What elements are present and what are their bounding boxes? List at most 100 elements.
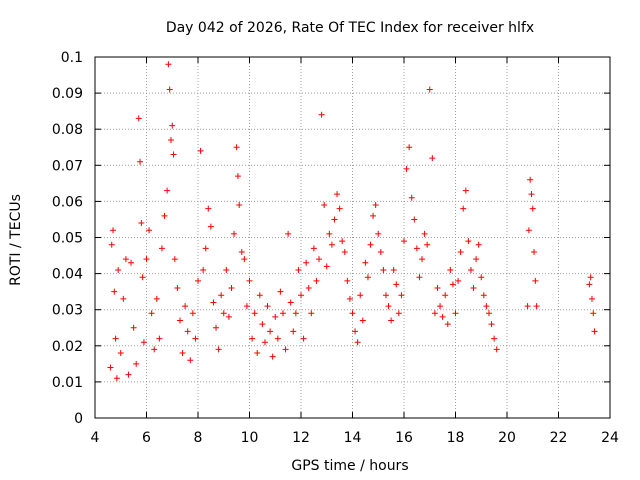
data-point: [382, 292, 389, 299]
data-point: [586, 281, 593, 288]
data-point: [192, 335, 199, 342]
data-point: [207, 223, 214, 230]
data-point: [359, 317, 366, 324]
data-point: [424, 241, 431, 248]
data-point: [357, 292, 364, 299]
y-tick-label: 0.08: [52, 122, 83, 138]
data-point: [205, 205, 212, 212]
data-point: [161, 212, 168, 219]
data-point: [308, 310, 315, 317]
x-tick-label: 20: [498, 430, 516, 446]
y-tick-label: 0: [74, 411, 83, 427]
data-point: [170, 151, 177, 158]
data-point: [380, 266, 387, 273]
x-tick-label: 24: [601, 430, 619, 446]
data-point: [120, 295, 127, 302]
data-point: [254, 350, 261, 357]
data-point: [233, 144, 240, 151]
data-point: [125, 371, 132, 378]
y-tick-label: 0.1: [61, 50, 83, 66]
data-point: [449, 281, 456, 288]
data-point: [243, 303, 250, 310]
data-point: [158, 245, 165, 252]
data-point: [529, 205, 536, 212]
data-point: [318, 111, 325, 118]
data-point: [460, 205, 467, 212]
data-point: [282, 346, 289, 353]
data-point: [364, 274, 371, 281]
data-point: [264, 303, 271, 310]
data-point: [143, 256, 150, 263]
data-point: [153, 295, 160, 302]
data-point: [426, 86, 433, 93]
data-point: [269, 353, 276, 360]
data-point: [352, 328, 359, 335]
data-point: [215, 346, 222, 353]
data-point: [323, 263, 330, 270]
data-point: [133, 360, 140, 367]
data-point: [470, 285, 477, 292]
data-point: [171, 256, 178, 263]
x-axis-label: GPS time / hours: [291, 458, 408, 474]
data-point: [164, 187, 171, 194]
data-point: [267, 328, 274, 335]
data-point: [462, 187, 469, 194]
data-point: [300, 335, 307, 342]
data-point: [388, 317, 395, 324]
data-point: [228, 285, 235, 292]
data-point: [313, 277, 320, 284]
data-point: [115, 266, 122, 273]
x-tick-label: 22: [550, 430, 568, 446]
data-point: [452, 310, 459, 317]
data-point: [528, 191, 535, 198]
y-axis-label: ROTI / TECUs: [8, 194, 24, 286]
x-tick-label: 16: [395, 430, 413, 446]
data-point: [439, 313, 446, 320]
data-point: [591, 328, 598, 335]
x-tick-label: 14: [344, 430, 362, 446]
data-point: [334, 191, 341, 198]
y-tick-label: 0.05: [52, 231, 83, 247]
data-point: [110, 227, 117, 234]
data-point: [367, 241, 374, 248]
data-point: [225, 313, 232, 320]
data-point: [406, 144, 413, 151]
data-point: [292, 310, 299, 317]
data-point: [202, 245, 209, 252]
data-point: [447, 266, 454, 273]
data-point: [429, 155, 436, 162]
data-point: [210, 299, 217, 306]
y-tick-label: 0.03: [52, 303, 83, 319]
data-point: [285, 230, 292, 237]
data-point: [527, 176, 534, 183]
data-point: [346, 295, 353, 302]
data-point: [138, 220, 145, 227]
data-point: [398, 292, 405, 299]
data-point: [390, 266, 397, 273]
data-point: [341, 248, 348, 255]
data-point: [108, 241, 115, 248]
data-point: [279, 310, 286, 317]
data-point: [295, 266, 302, 273]
data-point: [213, 324, 220, 331]
y-tick-label: 0.01: [52, 375, 83, 391]
data-point: [113, 375, 120, 382]
data-point: [370, 212, 377, 219]
data-point: [321, 202, 328, 209]
data-point: [249, 335, 256, 342]
data-point: [457, 248, 464, 255]
data-point: [531, 248, 538, 255]
data-point: [395, 310, 402, 317]
data-point: [111, 288, 118, 295]
data-point: [290, 328, 297, 335]
data-point: [259, 321, 266, 328]
y-tick-label: 0.06: [52, 194, 83, 210]
data-point: [473, 256, 480, 263]
data-point: [421, 230, 428, 237]
data-point: [139, 274, 146, 281]
data-point: [251, 310, 258, 317]
data-point: [524, 303, 531, 310]
data-point: [174, 285, 181, 292]
data-point: [112, 335, 119, 342]
